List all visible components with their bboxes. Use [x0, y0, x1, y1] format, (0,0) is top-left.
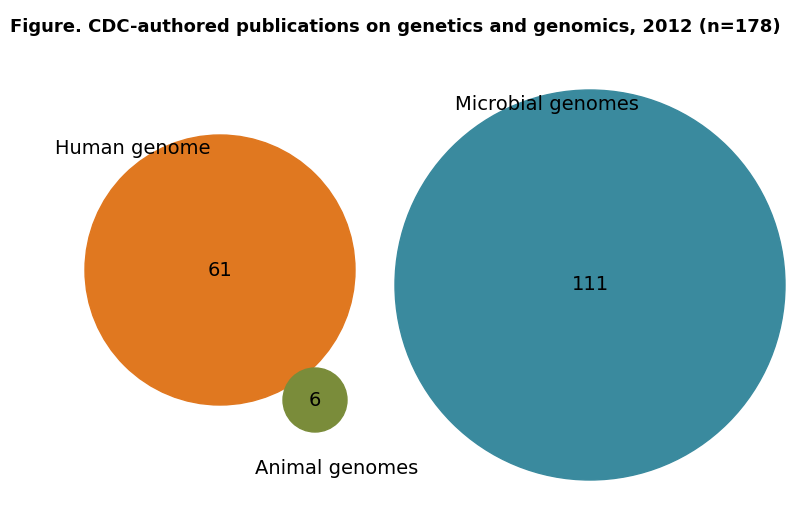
Text: 111: 111 — [571, 276, 609, 295]
Text: Figure. CDC-authored publications on genetics and genomics, 2012 (n=178): Figure. CDC-authored publications on gen… — [10, 18, 781, 36]
Text: 61: 61 — [208, 261, 232, 280]
Text: Animal genomes: Animal genomes — [255, 459, 418, 478]
Text: Microbial genomes: Microbial genomes — [455, 96, 639, 114]
Circle shape — [283, 368, 347, 432]
Circle shape — [395, 90, 785, 480]
Text: Human genome: Human genome — [55, 139, 210, 158]
Text: 6: 6 — [309, 390, 321, 409]
Circle shape — [85, 135, 355, 405]
